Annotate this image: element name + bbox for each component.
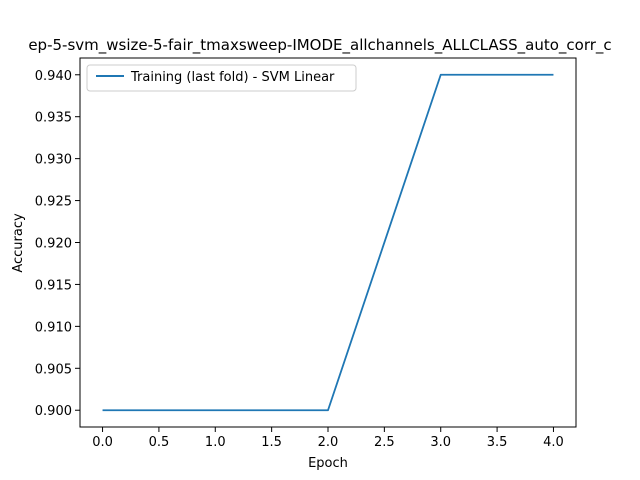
x-tick-label: 3.0 — [430, 435, 451, 450]
y-axis-ticks: 0.900 0.905 0.910 0.915 0.920 0.925 0.930 0.935… — [35, 69, 80, 419]
legend: Training (last fold) - SVM Linear — [86, 64, 357, 92]
y-tick-label: 0.930 — [35, 153, 72, 168]
y-tick-label: 0.910 — [35, 320, 72, 335]
y-tick-label: 0.935 — [35, 111, 72, 126]
series-layer — [102, 73, 554, 412]
x-tick-label: 1.5 — [261, 435, 282, 450]
x-tick-label: 2.5 — [374, 435, 395, 450]
x-axis-ticks: 0.0 0.5 1.0 1.5 2.0 2.5 3.0 3.5 4.0 — [92, 427, 564, 450]
chart-title: ep-5-svm_wsize-5-fair_tmaxsweep-IMODE_al… — [28, 36, 611, 55]
x-tick-label: 1.0 — [205, 435, 226, 450]
x-axis-label: Epoch — [308, 456, 348, 471]
x-tick-label: 3.5 — [487, 435, 508, 450]
x-tick-label: 0.0 — [92, 435, 113, 450]
y-tick-label: 0.915 — [35, 278, 72, 293]
y-tick-label: 0.920 — [35, 237, 72, 252]
y-tick-label: 0.940 — [35, 69, 72, 84]
legend-label: Training (last fold) - SVM Linear — [130, 70, 335, 85]
y-tick-label: 0.900 — [35, 404, 72, 419]
y-tick-label: 0.925 — [35, 195, 72, 210]
plot-frame — [79, 57, 577, 428]
y-tick-label: 0.905 — [35, 362, 72, 377]
x-tick-label: 2.0 — [318, 435, 339, 450]
series-line-0 — [102, 73, 554, 412]
x-tick-label: 0.5 — [149, 435, 170, 450]
x-tick-label: 4.0 — [543, 435, 564, 450]
legend-box — [86, 64, 357, 92]
y-axis-label: Accuracy — [11, 213, 26, 273]
